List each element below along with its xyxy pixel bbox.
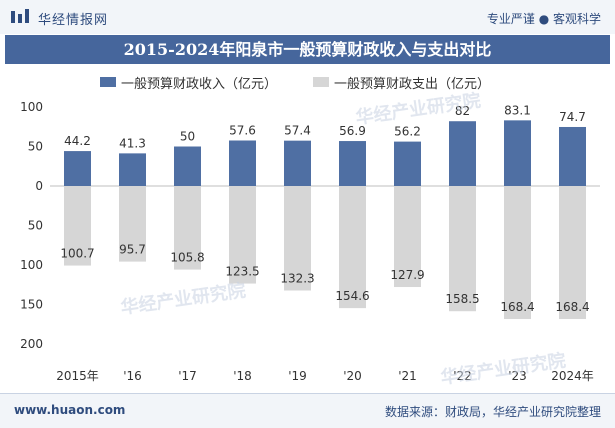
expenditure-value-label: 158.5 [445, 292, 479, 306]
expenditure-bar [394, 186, 421, 288]
income-bar [119, 153, 146, 186]
x-tick-label: 2024年 [551, 369, 594, 383]
y-tick-label: 150 [20, 298, 43, 312]
income-value-label: 50 [180, 130, 195, 144]
legend-swatch-income [100, 77, 116, 87]
expenditure-bar [559, 186, 586, 320]
expenditure-bar [119, 186, 146, 262]
expenditure-bar [229, 186, 256, 284]
income-value-label: 56.9 [339, 124, 366, 138]
expenditure-value-label: 168.4 [500, 300, 534, 314]
tagline: 专业严谨 ● 客观科学 [486, 12, 601, 26]
x-tick-label: 2015年 [56, 369, 99, 383]
income-value-label: 83.1 [504, 103, 531, 117]
x-tick-label: '20 [343, 369, 362, 383]
y-tick-label: 50 [28, 140, 43, 154]
income-value-label: 82 [455, 104, 470, 118]
income-bar [449, 121, 476, 186]
income-bar [339, 141, 366, 186]
expenditure-bar [174, 186, 201, 270]
expenditure-value-label: 127.9 [390, 268, 424, 282]
income-bar [504, 120, 531, 186]
income-value-label: 57.6 [229, 123, 256, 137]
income-bar [559, 126, 586, 186]
expenditure-bar [339, 186, 366, 309]
expenditure-value-label: 105.8 [170, 251, 204, 265]
expenditure-bar [449, 186, 476, 312]
top-bar: 华经情报网 专业严谨 ● 客观科学 [0, 0, 615, 34]
legend-item-expenditure: 一般预算财政支出（亿元） [313, 72, 490, 92]
legend: 一般预算财政收入（亿元） 一般预算财政支出（亿元） [0, 72, 615, 92]
income-bar [229, 140, 256, 186]
expenditure-bar [64, 186, 91, 266]
logo-icon [11, 9, 29, 23]
expenditure-value-label: 154.6 [335, 289, 369, 303]
income-bar [174, 146, 201, 186]
x-tick-label: '22 [453, 369, 472, 383]
title-band: 2015-2024年阳泉市一般预算财政收入与支出对比 [5, 35, 610, 64]
legend-label-income: 一般预算财政收入（亿元） [121, 76, 278, 92]
data-source: 数据来源：财政局，华经产业研究院整理 [384, 405, 601, 419]
legend-swatch-expenditure [313, 77, 329, 87]
income-value-label: 74.7 [559, 110, 586, 124]
income-bar [394, 141, 421, 186]
expenditure-value-label: 132.3 [280, 272, 314, 286]
expenditure-value-label: 123.5 [225, 265, 259, 279]
income-value-label: 44.2 [64, 134, 91, 148]
x-tick-label: '21 [398, 369, 417, 383]
x-tick-label: '18 [233, 369, 252, 383]
expenditure-value-label: 168.4 [555, 300, 589, 314]
expenditure-bar [284, 186, 311, 291]
footer: www.huaon.com 数据来源：财政局，华经产业研究院整理 [0, 393, 615, 428]
income-bar [64, 151, 91, 186]
expenditure-value-label: 100.7 [60, 247, 94, 261]
legend-label-expenditure: 一般预算财政支出（亿元） [334, 76, 491, 92]
income-value-label: 56.2 [394, 125, 421, 139]
expenditure-value-label: 95.7 [119, 243, 146, 257]
x-tick-label: '17 [178, 369, 197, 383]
y-tick-label: 50 [28, 219, 43, 233]
chart-area: 100 50 0 50 100 150 200 44.2 100.7 2015年 41.3 95.7 '… [20, 100, 600, 383]
legend-item-income: 一般预算财政收入（亿元） [100, 72, 277, 92]
x-tick-label: '19 [288, 369, 307, 383]
x-tick-label: '23 [508, 369, 527, 383]
income-bar [284, 140, 311, 186]
y-tick-label: 200 [20, 337, 43, 351]
y-tick-label: 100 [20, 258, 43, 272]
website-link[interactable]: www.huaon.com [14, 403, 126, 417]
expenditure-bar [504, 186, 531, 320]
y-tick-label: 100 [20, 100, 43, 114]
x-tick-label: '16 [123, 369, 142, 383]
brand-name: 华经情报网 [38, 13, 109, 28]
y-tick-label: 0 [35, 179, 43, 193]
chart-title: 2015-2024年阳泉市一般预算财政收入与支出对比 [123, 40, 492, 59]
income-value-label: 57.4 [284, 124, 311, 138]
income-value-label: 41.3 [119, 136, 146, 150]
